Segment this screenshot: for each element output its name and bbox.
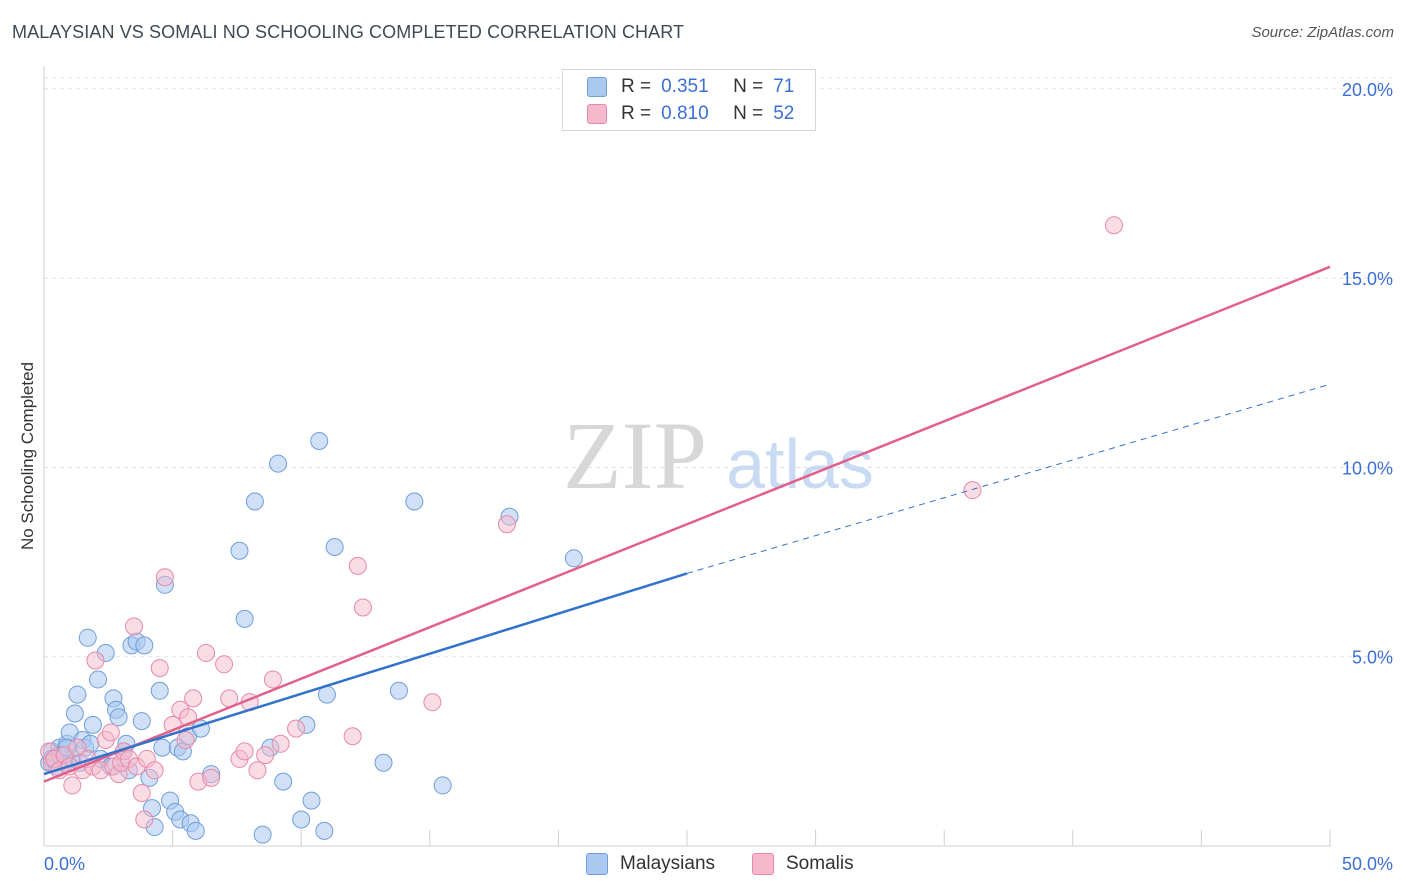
malaysian-point [235,609,254,628]
somali-point [963,481,982,500]
bottom-legend-malaysians[interactable]: Malaysians [586,852,715,876]
malaysian-point [302,791,321,810]
somali-point [132,784,151,803]
somali-point [263,670,282,689]
malaysian-point [253,825,272,844]
somali-point [155,568,174,587]
somali-point [150,659,169,678]
malaysian-point [132,712,151,731]
somali-point [202,768,221,787]
malaysian-point [83,715,102,734]
bottom-legend-swatch-somalis [752,853,774,875]
somali-point [125,617,144,636]
malaysian-point [405,492,424,511]
legend-n-label: N = [733,103,764,124]
y-tick-label: 5.0% [1352,648,1393,668]
bottom-legend-swatch-malaysians [586,853,608,875]
trend-lines [43,265,1331,783]
watermark-zip: ZIP [563,402,707,509]
chart-title: MALAYSIAN VS SOMALI NO SCHOOLING COMPLET… [12,22,685,42]
legend-n-label: N = [733,76,764,97]
somalis-trend-line [43,265,1331,783]
malaysian-point [150,681,169,700]
legend-row-somalis: R = 0.810 N = 52 [587,102,794,126]
source-label: Source: ZipAtlas.com [1251,24,1394,41]
somali-point [215,655,234,674]
watermark-atlas: atlas [726,425,874,503]
legend-r-value-somalis: 0.810 [661,103,709,124]
somali-point [86,651,105,670]
malaysian-point [230,541,249,560]
watermark: ZIP atlas [563,402,874,509]
malaysian-point [374,753,393,772]
malaysians-trend-extension [686,383,1331,574]
somali-point [348,556,367,575]
somali-point [235,742,254,761]
malaysian-point [245,492,264,511]
somali-point [353,598,372,617]
y-tick-label: 10.0% [1342,458,1393,478]
somali-point [256,746,275,765]
malaysian-point [292,810,311,829]
somali-point [343,727,362,746]
malaysian-point [153,738,172,757]
somali-point [287,719,306,738]
malaysian-point [315,821,334,840]
somali-point [423,693,442,712]
malaysian-point [564,549,583,568]
legend-swatch-malaysians [587,77,607,97]
axes [43,66,1331,847]
somali-point [271,734,290,753]
malaysian-point [78,628,97,647]
somalis-points [40,216,1123,829]
somali-point [197,643,216,662]
x-tick-label: 0.0% [44,854,85,874]
legend-n-value-somalis: 52 [773,103,795,124]
malaysian-point [269,454,288,473]
y-tick-label: 20.0% [1342,80,1393,100]
malaysian-point [433,776,452,795]
malaysian-point [109,708,128,727]
malaysian-point [68,685,87,704]
malaysian-point [325,537,344,556]
somali-point [184,689,203,708]
x-tick-label: 50.0% [1342,854,1393,874]
malaysian-point [310,431,329,450]
legend-box: R = 0.351 N = 71 R = 0.810 N = 52 [562,69,816,131]
legend-swatch-somalis [587,104,607,124]
somali-point [101,723,120,742]
malaysian-point [274,772,293,791]
legend-r-value-malaysians: 0.351 [661,76,709,97]
somali-point [248,761,267,780]
tick-labels: 5.0% 10.0% 15.0% 20.0% 0.0% 50.0% [44,80,1393,874]
malaysian-point [186,821,205,840]
somali-point [1104,216,1123,235]
bottom-legend-label-somalis: Somalis [786,853,854,874]
somali-point [176,731,195,750]
somali-point [145,761,164,780]
bottom-legend-somalis[interactable]: Somalis [752,852,854,876]
legend-row-malaysians: R = 0.351 N = 71 [587,75,794,99]
malaysian-point [389,681,408,700]
malaysians-trend-line [43,572,688,776]
legend-n-value-malaysians: 71 [773,76,795,97]
legend-r-label: R = [621,76,652,97]
malaysian-point [135,636,154,655]
gridlines [44,77,1392,658]
somali-point [135,810,154,829]
bottom-legend-label-malaysians: Malaysians [620,853,716,874]
somali-point [63,776,82,795]
malaysian-point [89,670,108,689]
somali-point [68,738,87,757]
somali-point [497,515,516,534]
y-tick-label: 15.0% [1342,269,1393,289]
legend-r-label: R = [621,103,652,124]
malaysian-point [65,704,84,723]
